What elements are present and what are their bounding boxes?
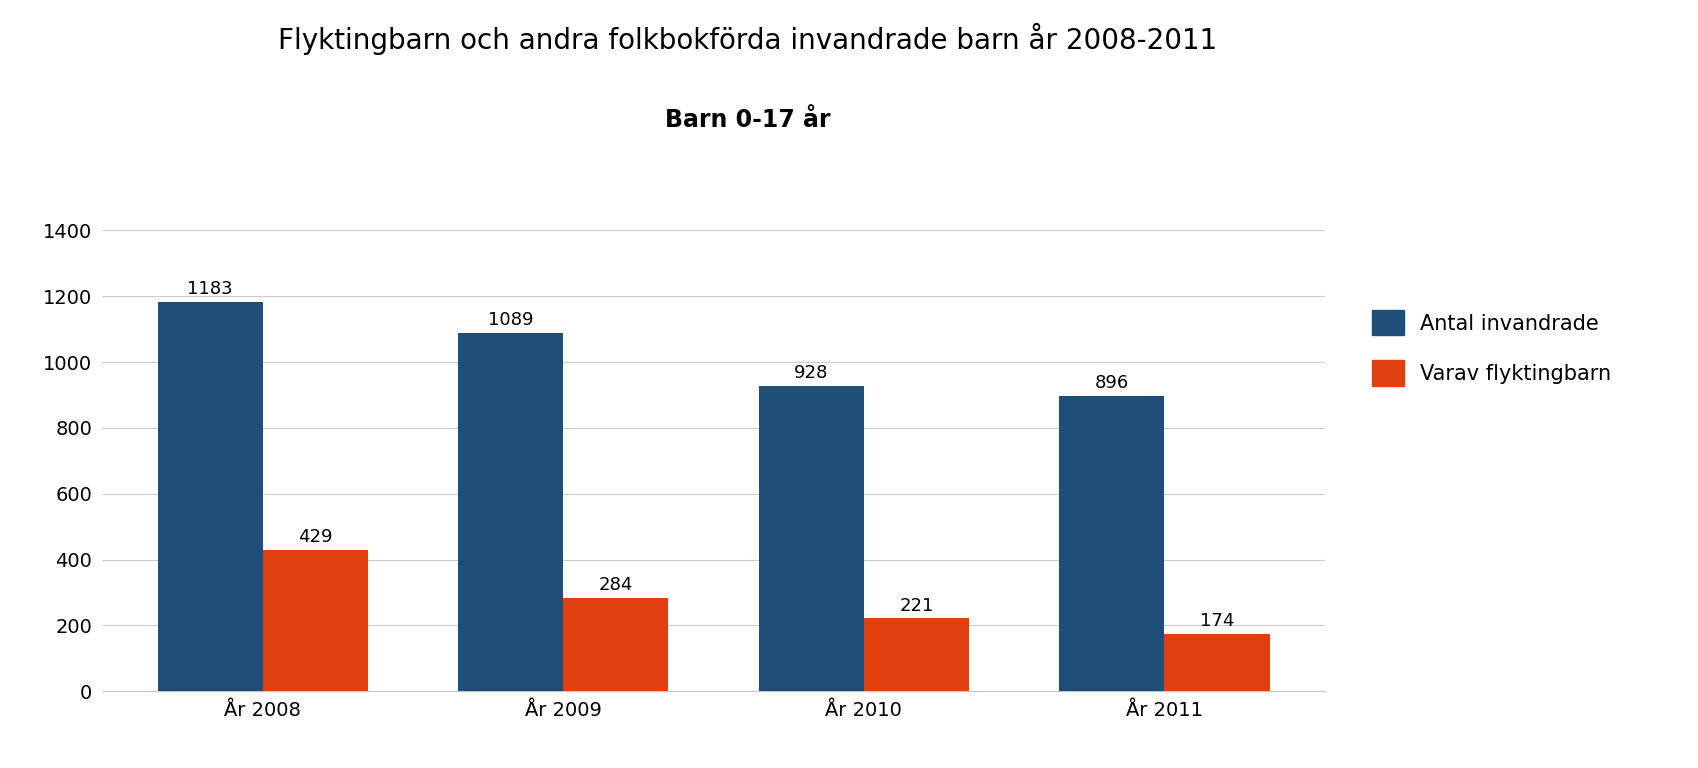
Text: 284: 284 — [598, 576, 633, 594]
Text: 928: 928 — [793, 364, 829, 382]
Bar — [1058, 396, 1163, 691]
Bar — [1163, 634, 1268, 691]
Text: 221: 221 — [898, 597, 934, 614]
Text: 896: 896 — [1094, 374, 1127, 392]
Text: 429: 429 — [297, 528, 333, 546]
Text: Flyktingbarn och andra folkbokförda invandrade barn år 2008-2011: Flyktingbarn och andra folkbokförda inva… — [278, 23, 1216, 55]
Text: 174: 174 — [1199, 612, 1233, 630]
Text: 1183: 1183 — [187, 280, 233, 298]
Bar — [158, 302, 263, 691]
Legend: Antal invandrade, Varav flyktingbarn: Antal invandrade, Varav flyktingbarn — [1372, 310, 1610, 386]
Bar — [458, 333, 564, 691]
Text: Barn 0-17 år: Barn 0-17 år — [664, 108, 830, 131]
Bar — [564, 598, 667, 691]
Text: 1089: 1089 — [487, 311, 533, 329]
Bar — [263, 550, 368, 691]
Bar — [863, 618, 968, 691]
Bar — [759, 386, 863, 691]
